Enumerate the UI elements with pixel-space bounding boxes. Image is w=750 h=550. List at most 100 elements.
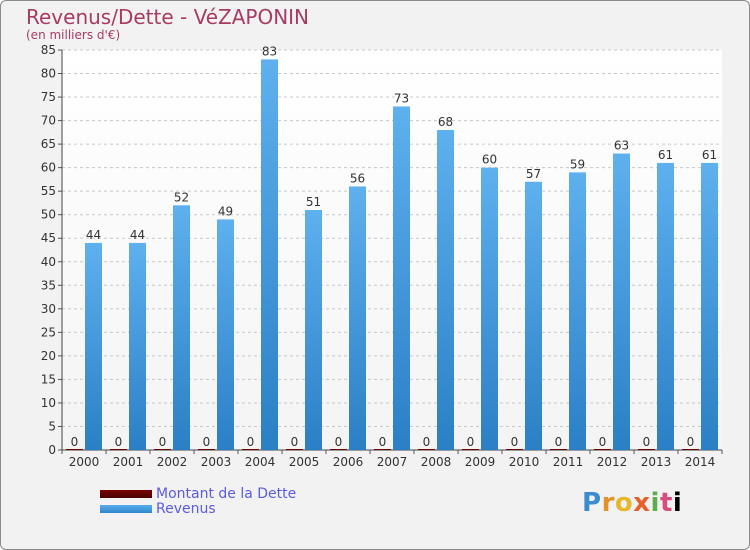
legend-swatch-debt — [100, 489, 152, 498]
y-tick-label: 25 — [41, 325, 56, 339]
bar-debt — [638, 449, 655, 450]
bar-revenus — [613, 153, 630, 450]
logo-letter: t — [659, 488, 673, 518]
data-label-revenus: 61 — [702, 148, 717, 162]
chart-title: Revenus/Dette - VéZAPONIN — [26, 5, 310, 29]
legend-label-debt: Montant de la Dette — [156, 485, 297, 502]
y-tick-label: 65 — [41, 137, 56, 151]
bar-revenus — [173, 205, 190, 450]
data-label-debt: 0 — [379, 435, 387, 449]
legend-item-debt: Montant de la Dette — [100, 485, 297, 502]
bar-revenus — [349, 186, 366, 450]
data-label-revenus: 49 — [218, 204, 233, 218]
data-label-debt: 0 — [511, 435, 519, 449]
y-tick-label: 10 — [41, 396, 56, 410]
data-label-revenus: 60 — [482, 153, 497, 167]
data-label-revenus: 61 — [658, 148, 673, 162]
plot-area — [62, 50, 722, 450]
x-tick-label: 2007 — [377, 455, 408, 469]
data-label-revenus: 68 — [438, 115, 453, 129]
x-tick-label: 2003 — [201, 455, 232, 469]
logo-letter: i — [672, 488, 683, 518]
bar-debt — [66, 449, 83, 450]
bar-debt — [506, 449, 523, 450]
x-tick-label: 2001 — [113, 455, 144, 469]
bar-revenus — [525, 181, 542, 450]
data-label-revenus: 63 — [614, 139, 629, 153]
legend-label-revenus: Revenus — [156, 500, 216, 517]
x-tick-label: 2000 — [69, 455, 100, 469]
x-tick-label: 2004 — [245, 455, 276, 469]
logo-letter: P — [582, 488, 602, 518]
bar-debt — [110, 449, 127, 450]
legend-item-revenus: Revenus — [100, 500, 296, 517]
x-tick-label: 2009 — [465, 455, 496, 469]
bar-revenus — [569, 172, 586, 450]
data-label-debt: 0 — [71, 435, 79, 449]
data-label-debt: 0 — [247, 435, 255, 449]
bar-debt — [374, 449, 391, 450]
y-tick-label: 60 — [41, 161, 56, 175]
bar-debt — [286, 449, 303, 450]
bar-debt — [242, 449, 259, 450]
x-tick-label: 2002 — [157, 455, 188, 469]
data-label-debt: 0 — [291, 435, 299, 449]
bar-revenus — [85, 242, 102, 450]
data-label-debt: 0 — [203, 435, 211, 449]
legend: Montant de la Dette Revenus — [100, 485, 297, 517]
bar-revenus — [481, 167, 498, 450]
y-tick-label: 50 — [41, 208, 56, 222]
x-tick-label: 2010 — [509, 455, 540, 469]
bar-debt — [682, 449, 699, 450]
y-tick-label: 15 — [41, 372, 56, 386]
data-label-debt: 0 — [555, 435, 563, 449]
data-label-debt: 0 — [423, 435, 431, 449]
x-tick-label: 2012 — [597, 455, 628, 469]
bar-revenus — [437, 130, 454, 450]
bar-revenus — [701, 162, 718, 451]
data-label-debt: 0 — [115, 435, 123, 449]
logo-letter: x — [633, 488, 651, 518]
legend-swatch-revenus — [100, 504, 152, 513]
data-label-revenus: 44 — [86, 228, 101, 242]
x-tick-label: 2011 — [553, 455, 584, 469]
y-tick-label: 35 — [41, 278, 56, 292]
bar-debt — [198, 449, 215, 450]
proxiti-logo: Proxiti — [582, 488, 682, 518]
data-label-revenus: 56 — [350, 171, 365, 185]
bar-debt — [550, 449, 567, 450]
bar-revenus — [657, 162, 674, 451]
data-label-debt: 0 — [335, 435, 343, 449]
data-label-revenus: 57 — [526, 167, 541, 181]
x-tick-label: 2005 — [289, 455, 320, 469]
x-tick-label: 2006 — [333, 455, 364, 469]
bar-revenus — [217, 219, 234, 450]
bar-debt — [418, 449, 435, 450]
bar-revenus — [129, 242, 146, 450]
bar-debt — [154, 449, 171, 450]
bar-debt — [462, 449, 479, 450]
bar-revenus — [393, 106, 410, 451]
y-tick-label: 70 — [41, 114, 56, 128]
x-tick-label: 2008 — [421, 455, 452, 469]
x-tick-label: 2014 — [685, 455, 716, 469]
y-tick-label: 30 — [41, 302, 56, 316]
y-tick-label: 0 — [48, 443, 56, 457]
data-label-revenus: 44 — [130, 228, 145, 242]
data-label-revenus: 51 — [306, 195, 321, 209]
y-tick-label: 80 — [41, 67, 56, 81]
y-tick-label: 75 — [41, 90, 56, 104]
data-label-debt: 0 — [467, 435, 475, 449]
y-tick-label: 5 — [48, 419, 56, 433]
y-tick-label: 40 — [41, 255, 56, 269]
y-tick-label: 45 — [41, 231, 56, 245]
y-tick-label: 85 — [41, 43, 56, 57]
data-label-revenus: 52 — [174, 190, 189, 204]
data-label-debt: 0 — [599, 435, 607, 449]
logo-letter: o — [614, 488, 634, 518]
data-label-debt: 0 — [643, 435, 651, 449]
bar-revenus — [261, 59, 278, 450]
bar-debt — [594, 449, 611, 450]
data-label-debt: 0 — [159, 435, 167, 449]
